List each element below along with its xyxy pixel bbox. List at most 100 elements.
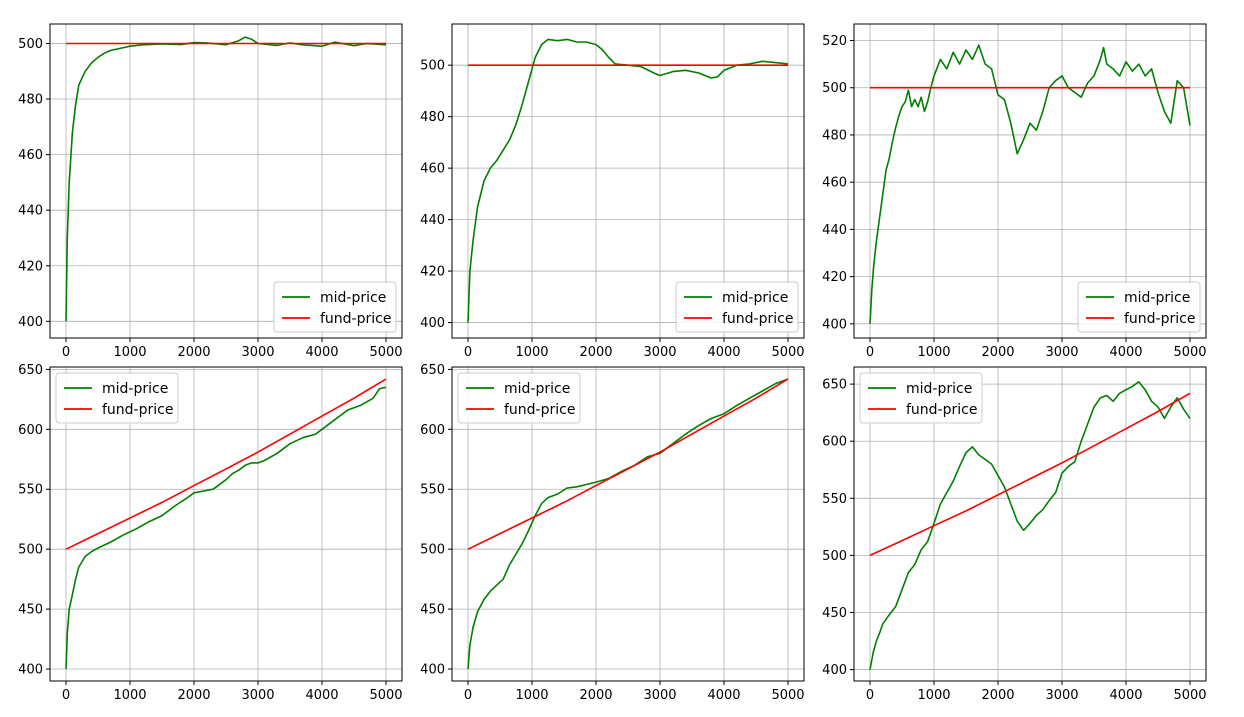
x-tick-label: 2000 [579, 345, 612, 360]
y-tick-label: 600 [822, 435, 847, 450]
legend-label-mid-price: mid-price [722, 290, 788, 306]
x-tick-label: 5000 [1173, 345, 1206, 360]
y-tick-label: 440 [18, 204, 43, 219]
series-line-fund-price [869, 392, 1191, 557]
y-tick-label: 550 [420, 483, 445, 498]
y-tick-label: 650 [822, 378, 847, 393]
axes-frame [49, 366, 403, 682]
x-tick-label: 3000 [643, 345, 676, 360]
x-tick-label: 0 [866, 688, 874, 703]
axes-frame [451, 366, 805, 682]
legend-label-mid-price: mid-price [320, 290, 386, 306]
legend: mid-price fund-price [1077, 281, 1201, 333]
y-tick-label: 460 [420, 162, 445, 177]
y-tick-label: 400 [420, 663, 445, 678]
x-tick-label: 3000 [1045, 688, 1078, 703]
legend-label-fund-price: fund-price [102, 402, 173, 418]
legend-box [273, 281, 397, 333]
y-tick-label: 480 [420, 110, 445, 125]
y-tick-label: 500 [420, 59, 445, 74]
series-line-mid-price [467, 38, 789, 323]
x-tick-label: 0 [464, 345, 472, 360]
y-tick-label: 440 [822, 223, 847, 238]
y-tick-label: 460 [822, 176, 847, 191]
x-tick-label: 5000 [369, 688, 402, 703]
x-tick-label: 0 [62, 688, 70, 703]
y-tick-label: 600 [18, 423, 43, 438]
series-line-mid-price [65, 36, 387, 322]
x-tick-label: 1000 [113, 688, 146, 703]
x-tick-label: 2000 [177, 688, 210, 703]
x-tick-label: 3000 [643, 688, 676, 703]
legend-label-mid-price: mid-price [1124, 290, 1190, 306]
x-tick-label: 2000 [579, 688, 612, 703]
x-tick-label: 2000 [981, 345, 1014, 360]
legend-box [55, 372, 179, 424]
x-tick-label: 4000 [1109, 345, 1142, 360]
series-line-fund-price [467, 378, 789, 550]
x-tick-label: 5000 [369, 345, 402, 360]
axes-frame [853, 23, 1207, 339]
series-line-mid-price [467, 378, 789, 670]
x-tick-label: 4000 [305, 345, 338, 360]
y-tick-label: 500 [18, 37, 43, 52]
y-tick-label: 520 [822, 34, 847, 49]
y-tick-label: 500 [18, 543, 43, 558]
legend-box [457, 372, 581, 424]
y-tick-label: 550 [822, 492, 847, 507]
axes-frame [49, 23, 403, 339]
legend-label-mid-price: mid-price [504, 381, 570, 397]
legend: mid-price fund-price [55, 372, 179, 424]
y-tick-label: 400 [822, 663, 847, 678]
x-tick-label: 4000 [1109, 688, 1142, 703]
y-tick-label: 600 [420, 423, 445, 438]
x-tick-label: 4000 [305, 688, 338, 703]
y-tick-label: 450 [18, 603, 43, 618]
chart-panel-3: 0 1000 2000 3000 4000 5000 400 420 440 460 480 500 5… [822, 23, 1207, 360]
x-tick-label: 1000 [917, 688, 950, 703]
y-tick-label: 420 [420, 265, 445, 280]
x-tick-label: 4000 [707, 345, 740, 360]
series-line-mid-price [65, 386, 387, 670]
x-tick-label: 3000 [241, 688, 274, 703]
legend-box [675, 281, 799, 333]
chart-panel-6: 0 1000 2000 3000 4000 5000 400 450 500 550 600 650 m… [822, 366, 1207, 703]
y-tick-label: 450 [420, 603, 445, 618]
legend-label-fund-price: fund-price [504, 402, 575, 418]
axes-frame [451, 23, 805, 339]
y-tick-label: 650 [18, 363, 43, 378]
legend-box [1077, 281, 1201, 333]
series-line-mid-price [869, 380, 1191, 670]
x-tick-label: 5000 [1173, 688, 1206, 703]
x-tick-label: 1000 [917, 345, 950, 360]
x-tick-label: 3000 [241, 345, 274, 360]
x-tick-label: 0 [464, 688, 472, 703]
x-tick-label: 2000 [177, 345, 210, 360]
y-tick-label: 420 [18, 259, 43, 274]
legend: mid-price fund-price [675, 281, 799, 333]
series-line-fund-price [65, 378, 387, 550]
y-tick-label: 440 [420, 213, 445, 228]
y-tick-label: 550 [18, 483, 43, 498]
x-tick-label: 1000 [515, 345, 548, 360]
y-tick-label: 500 [420, 543, 445, 558]
y-tick-label: 480 [18, 93, 43, 108]
legend-label-fund-price: fund-price [906, 402, 977, 418]
y-tick-label: 400 [420, 316, 445, 331]
y-tick-label: 400 [822, 317, 847, 332]
legend-label-fund-price: fund-price [320, 311, 391, 327]
legend: mid-price fund-price [859, 372, 983, 424]
legend-label-fund-price: fund-price [722, 311, 793, 327]
x-tick-label: 3000 [1045, 345, 1078, 360]
y-tick-label: 500 [822, 549, 847, 564]
y-tick-label: 400 [18, 315, 43, 330]
x-tick-label: 4000 [707, 688, 740, 703]
legend-label-mid-price: mid-price [906, 381, 972, 397]
x-tick-label: 0 [62, 345, 70, 360]
chart-panel-2: 0 1000 2000 3000 4000 5000 400 420 440 460 480 500 m… [420, 23, 805, 360]
axes-frame [853, 366, 1207, 682]
x-tick-label: 5000 [771, 345, 804, 360]
chart-panel-1: 0 1000 2000 3000 4000 5000 400 420 440 460 480 500 m… [18, 23, 403, 360]
legend-label-fund-price: fund-price [1124, 311, 1195, 327]
